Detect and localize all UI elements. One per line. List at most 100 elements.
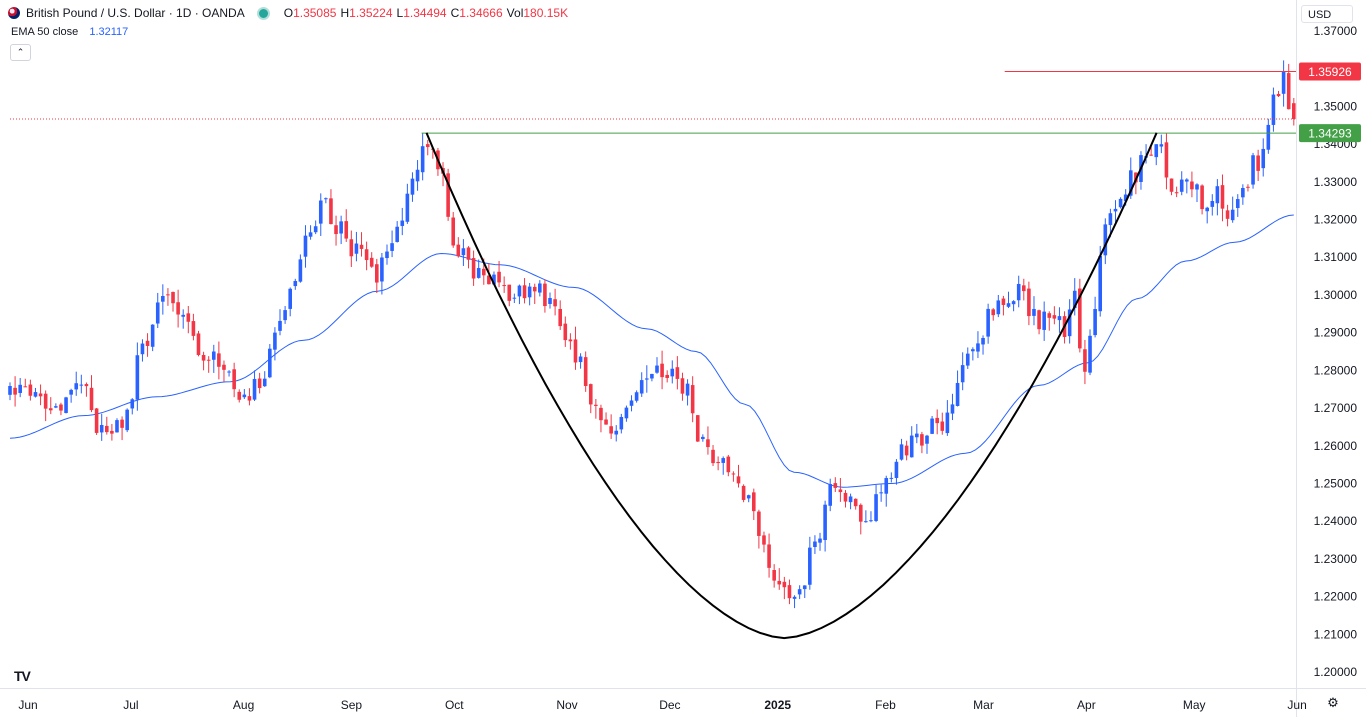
candle-body bbox=[609, 426, 613, 434]
ema-name: EMA 50 close bbox=[11, 26, 79, 38]
candle-body bbox=[838, 489, 843, 493]
ohlc-high-key: H bbox=[340, 6, 350, 20]
candle-body bbox=[364, 249, 369, 261]
gear-icon: ⚙ bbox=[1327, 695, 1339, 710]
tradingview-logo[interactable]: TV bbox=[14, 668, 31, 684]
candle-body bbox=[145, 340, 150, 346]
candle-body bbox=[405, 193, 410, 222]
candles-layer bbox=[8, 60, 1296, 609]
time-tick-label: Jul bbox=[123, 698, 138, 712]
candle-body bbox=[28, 384, 33, 396]
candle-body bbox=[1220, 185, 1225, 209]
time-tick-label: Aug bbox=[233, 698, 254, 712]
price-tick-label: 1.32000 bbox=[1314, 213, 1358, 227]
candle-body bbox=[471, 258, 476, 279]
candle-body bbox=[1190, 181, 1194, 190]
candle-body bbox=[181, 314, 186, 317]
candle-body bbox=[140, 343, 145, 355]
price-tick-label: 1.22000 bbox=[1314, 590, 1358, 604]
candle-body bbox=[74, 383, 79, 390]
candle-body bbox=[1159, 144, 1164, 147]
candle-body bbox=[853, 498, 858, 507]
candle-body bbox=[135, 355, 140, 400]
candle-body bbox=[1276, 93, 1281, 97]
ema-legend[interactable]: EMA 50 close 1.32117 bbox=[11, 26, 128, 38]
candle-body bbox=[298, 259, 303, 282]
candle-body bbox=[313, 226, 318, 233]
candle-body bbox=[99, 425, 104, 433]
candle-body bbox=[1154, 144, 1159, 158]
candle-body bbox=[38, 393, 43, 397]
candle-body bbox=[1205, 207, 1209, 212]
candle-body bbox=[375, 264, 379, 283]
candle-body bbox=[1123, 194, 1128, 202]
price-tick-label: 1.23000 bbox=[1314, 552, 1358, 566]
candle-body bbox=[1016, 283, 1021, 301]
candle-body bbox=[390, 243, 394, 251]
candle-body bbox=[527, 286, 532, 298]
candle-body bbox=[369, 257, 374, 267]
candle-body bbox=[54, 406, 58, 408]
candle-body bbox=[650, 373, 654, 379]
candle-body bbox=[818, 538, 822, 543]
candle-body bbox=[1261, 148, 1266, 169]
candle-body bbox=[324, 198, 328, 200]
candle-body bbox=[538, 283, 542, 293]
candle-body bbox=[828, 484, 833, 506]
candle-body bbox=[879, 492, 883, 494]
price-tick-label: 1.27000 bbox=[1314, 401, 1358, 415]
candle-body bbox=[884, 478, 889, 494]
candle-body bbox=[64, 397, 68, 413]
currency-button[interactable]: USD bbox=[1301, 5, 1353, 23]
candle-body bbox=[568, 339, 573, 342]
candle-body bbox=[1281, 71, 1286, 94]
candle-body bbox=[1164, 142, 1169, 178]
candle-body bbox=[767, 544, 771, 568]
time-tick-label: Jun bbox=[1287, 698, 1306, 712]
candle-body bbox=[115, 420, 119, 433]
ema-50-line bbox=[9, 214, 1294, 488]
candle-body bbox=[476, 268, 481, 278]
axis-settings-button[interactable]: ⚙ bbox=[1325, 695, 1341, 711]
candle-body bbox=[166, 294, 170, 296]
candle-body bbox=[334, 225, 338, 235]
symbol-title[interactable]: British Pound / U.S. Dollar · 1D · OANDA bbox=[26, 6, 245, 20]
candle-body bbox=[996, 300, 1001, 315]
candle-body bbox=[415, 169, 420, 182]
candle-body bbox=[935, 417, 939, 424]
candle-body bbox=[79, 384, 84, 386]
candle-body bbox=[23, 386, 28, 388]
candle-body bbox=[237, 391, 242, 400]
market-status-icon bbox=[256, 6, 270, 20]
candle-body bbox=[532, 286, 537, 292]
candle-body bbox=[741, 485, 746, 500]
candle-body bbox=[843, 492, 848, 502]
candle-body bbox=[864, 521, 868, 523]
candle-body bbox=[303, 235, 308, 257]
candle-body bbox=[1174, 192, 1179, 194]
candle-body bbox=[787, 585, 792, 599]
volume-key: Vol bbox=[506, 6, 524, 20]
candle-body bbox=[33, 392, 38, 397]
time-tick-label: Sep bbox=[341, 698, 363, 712]
candle-body bbox=[206, 359, 211, 361]
candle-body bbox=[731, 473, 736, 475]
candle-body bbox=[588, 384, 593, 405]
candle-body bbox=[965, 353, 970, 366]
candle-body bbox=[665, 374, 669, 378]
candle-body bbox=[13, 387, 17, 395]
candle-body bbox=[8, 386, 12, 395]
ohlc-low-key: L bbox=[396, 6, 404, 20]
candle-body bbox=[1251, 155, 1255, 185]
candle-body bbox=[1093, 309, 1097, 336]
ohlc-close-value: 1.34666 bbox=[459, 6, 503, 20]
candle-body bbox=[1235, 199, 1240, 209]
candle-body bbox=[757, 511, 761, 536]
candle-body bbox=[425, 144, 430, 148]
collapse-legend-button[interactable]: ⌃ bbox=[10, 44, 31, 61]
candle-body bbox=[614, 430, 619, 435]
candle-body bbox=[1047, 313, 1052, 318]
time-tick-label: Mar bbox=[973, 698, 994, 712]
price-tick-label: 1.33000 bbox=[1314, 175, 1358, 189]
